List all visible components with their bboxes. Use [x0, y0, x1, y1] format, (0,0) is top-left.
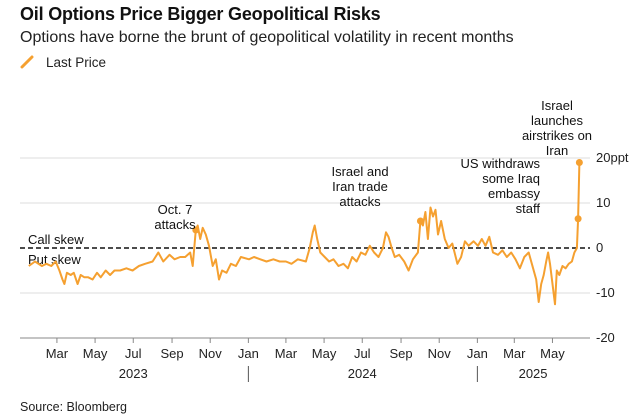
x-tick-label: Jul — [354, 346, 371, 361]
series-line — [28, 162, 581, 306]
year-label: 2024 — [348, 366, 377, 381]
x-tick-label: Mar — [46, 346, 69, 361]
annotation-marker — [575, 159, 583, 166]
legend: Last Price — [20, 53, 106, 71]
annotation-line: staff — [516, 201, 541, 216]
x-tick-label: Mar — [503, 346, 526, 361]
annotation-text: Oct. 7 attacks — [154, 202, 196, 232]
chart-title: Oil Options Price Bigger Geopolitical Ri… — [20, 4, 381, 24]
annotation-line: attacks — [154, 217, 196, 232]
year-label: 2025 — [519, 366, 548, 381]
x-tick-label: Sep — [389, 346, 412, 361]
annotation-line: some Iraq — [482, 171, 540, 186]
annotation-line: embassy — [488, 186, 541, 201]
put-skew-label: Put skew — [28, 252, 81, 267]
x-tick-label: Jul — [125, 346, 142, 361]
annotation-text: Israel and Iran trade attacks — [331, 164, 388, 209]
y-tick-label: -20 — [596, 330, 615, 345]
y-tick-label: 0 — [596, 240, 603, 255]
y-tick-label: 20ppt — [596, 150, 629, 165]
x-tick-label: Jan — [238, 346, 259, 361]
y-tick-label: 10 — [596, 195, 610, 210]
x-tick-label: Mar — [275, 346, 298, 361]
annotation-line: Israel — [541, 98, 573, 113]
annotation-line: attacks — [339, 194, 381, 209]
annotation-text: Israel launches airstrikes on Iran — [522, 98, 592, 158]
source-note: Source: Bloomberg — [20, 400, 128, 414]
x-tick-label: Jan — [467, 346, 488, 361]
call-skew-label: Call skew — [28, 232, 84, 247]
annotation-marker — [574, 215, 582, 223]
year-label: 2023 — [119, 366, 148, 381]
annotation-line: airstrikes on — [522, 128, 592, 143]
annotation-line: US withdraws — [461, 156, 541, 171]
legend-line-icon — [20, 55, 34, 69]
annotation-line: launches — [531, 113, 584, 128]
y-tick-label: -10 — [596, 285, 615, 300]
chart-subtitle: Options have borne the brunt of geopolit… — [20, 29, 514, 46]
annotation-line: Oct. 7 — [158, 202, 193, 217]
x-tick-label: Nov — [199, 346, 223, 361]
x-tick-label: Sep — [160, 346, 183, 361]
x-tick-label: May — [83, 346, 108, 361]
x-tick-label: Nov — [428, 346, 452, 361]
annotation-line: Iran trade — [332, 179, 388, 194]
annotation-text: US withdraws some Iraq embassy staff — [461, 156, 541, 216]
legend-label: Last Price — [46, 54, 107, 70]
annotation-marker — [416, 217, 424, 225]
annotation-line: Iran — [546, 143, 568, 158]
annotation-marker — [192, 226, 200, 234]
x-tick-label: May — [540, 346, 565, 361]
x-tick-label: May — [312, 346, 337, 361]
annotation-line: Israel and — [331, 164, 388, 179]
